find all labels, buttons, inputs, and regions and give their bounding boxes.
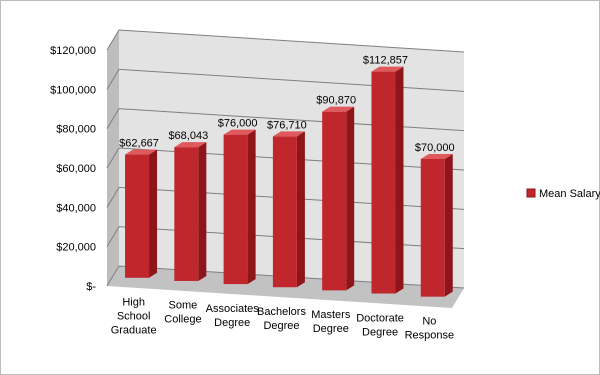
bar xyxy=(420,153,453,297)
x-category-label: College xyxy=(164,314,201,326)
x-category-label: Doctorate xyxy=(356,312,404,324)
bar-side xyxy=(346,106,355,291)
bar-top xyxy=(223,129,256,135)
bar-front xyxy=(371,71,396,294)
x-category-label: Response xyxy=(405,329,455,341)
data-label: $112,857 xyxy=(363,55,408,67)
x-category-label: No xyxy=(422,315,436,327)
x-category-label: Degree xyxy=(214,317,250,329)
bar xyxy=(125,149,158,278)
x-category-label: Degree xyxy=(263,320,299,332)
data-label: $70,000 xyxy=(415,142,455,154)
bar xyxy=(371,66,404,294)
y-tick-label: $20,000 xyxy=(56,242,96,254)
bar-front xyxy=(272,136,297,288)
x-category-label: School xyxy=(117,311,151,323)
bar-front xyxy=(420,158,445,297)
bar xyxy=(223,129,256,285)
data-label: $62,667 xyxy=(119,138,159,150)
y-tick-label: $120,000 xyxy=(50,45,96,57)
legend-swatch-mean-salary xyxy=(526,188,536,198)
bar-top xyxy=(371,66,404,72)
bar-front xyxy=(223,134,248,285)
x-category-label: Bachelors xyxy=(257,306,306,318)
y-tick-label: $80,000 xyxy=(56,124,96,136)
y-tick-label: $60,000 xyxy=(56,163,96,175)
bar xyxy=(272,131,305,288)
legend: Mean Salary xyxy=(526,188,600,200)
bar-side xyxy=(198,142,207,281)
bar-side xyxy=(149,149,158,278)
gridline xyxy=(106,29,465,53)
data-label: $90,870 xyxy=(316,95,356,107)
bar-front xyxy=(322,111,347,291)
bar-top xyxy=(322,106,355,112)
x-category-label: Masters xyxy=(311,309,351,321)
bar xyxy=(322,106,355,291)
data-label: $76,710 xyxy=(267,119,307,131)
x-category-label: Degree xyxy=(362,326,398,338)
bar-top xyxy=(174,142,207,148)
data-label: $76,000 xyxy=(218,118,258,130)
x-category-label: Associates xyxy=(206,303,260,315)
bar-top xyxy=(125,149,158,155)
bar-side xyxy=(444,153,453,297)
x-category-label: Graduate xyxy=(111,325,157,337)
bar-side xyxy=(247,129,256,285)
x-category-label: High xyxy=(122,297,145,309)
bar-side xyxy=(395,66,404,294)
y-tick-label: $40,000 xyxy=(56,202,96,214)
y-tick-label: $100,000 xyxy=(50,84,96,96)
bar xyxy=(174,142,207,281)
bar-front xyxy=(125,154,150,278)
x-category-label: Degree xyxy=(313,323,349,335)
x-category-label: Some xyxy=(169,300,198,312)
legend-label-mean-salary: Mean Salary xyxy=(539,188,600,200)
gridline xyxy=(106,68,465,92)
y-tick-label: $- xyxy=(86,281,96,293)
bar-top xyxy=(272,131,305,137)
bar-top xyxy=(420,153,453,159)
bar-side xyxy=(296,131,305,288)
data-label: $68,043 xyxy=(168,130,208,142)
bar-front xyxy=(174,147,199,281)
